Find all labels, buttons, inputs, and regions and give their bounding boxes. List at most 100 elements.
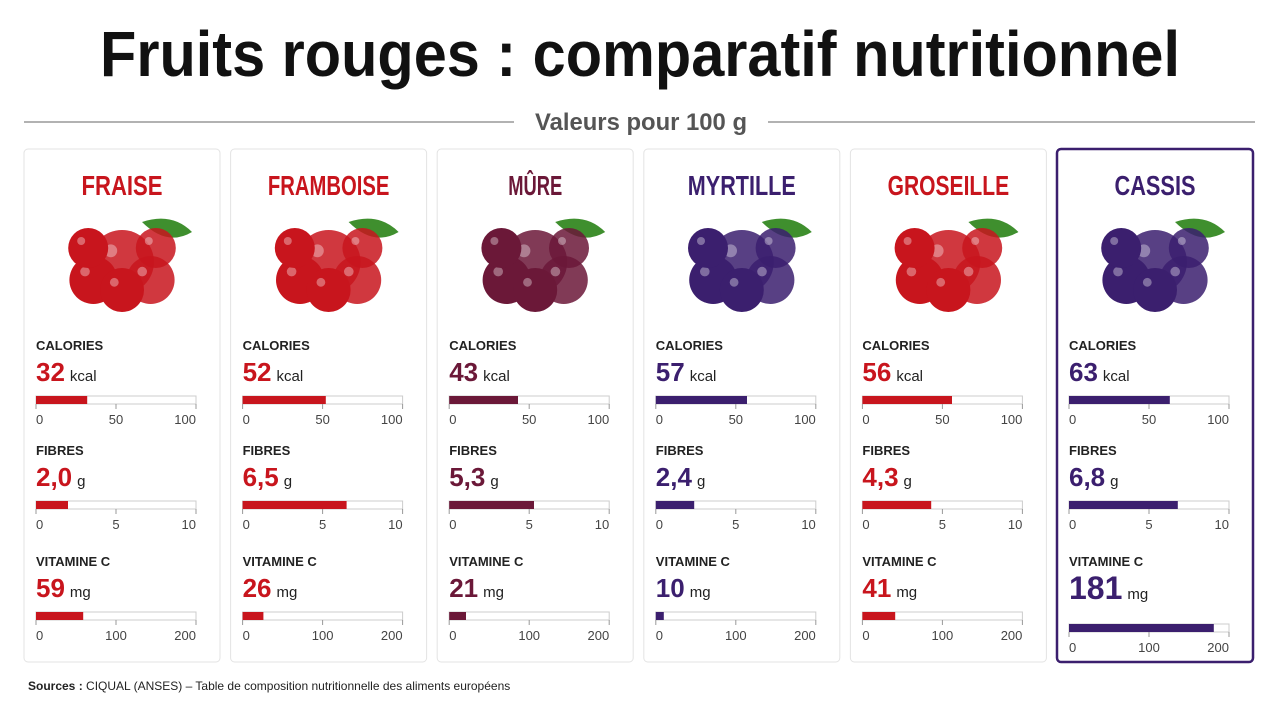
metric-value: 6,5 g [243,462,293,492]
leaf [1175,218,1225,238]
metric-label: VITAMINE C [449,554,524,569]
berry-shine [1113,266,1123,277]
berry-shine [1170,266,1180,277]
metric-value: 56 kcal [862,357,923,387]
metric-label: FIBRES [1069,443,1117,458]
value-unit: g [77,473,85,490]
value-number: 6,5 [243,462,279,492]
value-number: 6,8 [1069,462,1105,492]
tick-label: 0 [449,517,456,532]
value-number: 2,0 [36,462,72,492]
berry [100,268,144,312]
bar [655,501,695,509]
tick-label: 100 [1138,640,1160,655]
berry [68,228,109,268]
value-unit: kcal [277,368,304,385]
subtitle: Valeurs pour 100 g [535,109,747,136]
tick-label: 5 [112,517,119,532]
berry [719,268,764,312]
bar [1069,396,1170,404]
berry-shine [903,237,912,245]
sources: Sources : CIQUAL (ANSES) – Table de comp… [28,679,510,693]
value-unit: g [490,473,498,490]
bar [449,396,518,404]
berry-shine [316,277,326,287]
tick-label: 100 [1207,412,1229,427]
tick-label: 10 [182,517,196,532]
value-number: 56 [862,357,891,387]
value-number: 32 [36,357,65,387]
metric-label: VITAMINE C [656,554,731,569]
tick-label: 0 [656,517,663,532]
value-number: 4,3 [862,462,898,492]
fruit-name: GROSEILLE [888,170,1010,201]
tick-label: 50 [315,412,329,427]
metric-label: CALORIES [36,338,104,353]
metric-value: 32 kcal [36,357,97,387]
leaf [555,218,606,238]
value-number: 26 [243,573,272,603]
tick-label: 50 [522,412,536,427]
tick-label: 5 [939,517,946,532]
value-unit: kcal [483,368,510,385]
bar [862,612,896,620]
berry [274,228,315,268]
value-unit: g [284,473,292,490]
berry-shine [137,266,147,277]
tick-label: 0 [1069,517,1076,532]
title: Fruits rouges : comparatif nutritionnel [100,18,1180,90]
berry-shine [729,277,739,287]
berry-shine [1142,277,1152,287]
value-number: 181 [1069,570,1122,606]
berry [1133,268,1177,312]
berry-shine [936,277,946,287]
metric-value: 41 mg [862,573,917,603]
tick-label: 0 [36,412,43,427]
metric-value: 52 kcal [243,357,304,387]
fruit-illustration [688,218,812,312]
value-unit: g [697,473,705,490]
tick-label: 100 [587,412,609,427]
berry-shine [1177,237,1186,245]
metric-label: CALORIES [656,338,724,353]
value-number: 43 [449,357,478,387]
fruit-name: MÛRE [508,169,562,201]
berry-shine [351,237,360,245]
fruit-name: FRAISE [82,170,163,201]
bar [862,501,932,509]
metric-label: CALORIES [1069,338,1137,353]
fruit-name: FRAMBOISE [268,170,390,201]
tick-label: 5 [732,517,739,532]
berry-shine [283,237,292,245]
bar [242,501,347,509]
fruit-name: MYRTILLE [688,170,796,201]
tick-label: 100 [794,412,816,427]
bar [862,396,952,404]
tick-label: 200 [794,628,816,643]
berry-shine [757,266,767,277]
bar [655,396,747,404]
metric-label: VITAMINE C [862,554,937,569]
value-unit: mg [277,584,298,601]
bar [242,396,326,404]
berry-shine [1110,237,1119,245]
berry-shine [344,266,354,277]
metric-label: CALORIES [243,338,311,353]
value-unit: mg [483,584,504,601]
bar [242,612,264,620]
berry-shine [523,277,532,287]
tick-label: 100 [518,628,540,643]
metric-value: 21 mg [449,573,504,603]
value-unit: kcal [690,368,717,385]
metric-label: CALORIES [449,338,517,353]
fruit-illustration [1101,218,1225,312]
berry [481,228,522,268]
tick-label: 100 [312,628,334,643]
tick-label: 50 [935,412,949,427]
value-number: 59 [36,573,65,603]
tick-label: 10 [801,517,815,532]
sources-text: CIQUAL (ANSES) – Table de composition nu… [86,679,510,693]
tick-label: 5 [319,517,326,532]
fruit-illustration [274,218,399,312]
